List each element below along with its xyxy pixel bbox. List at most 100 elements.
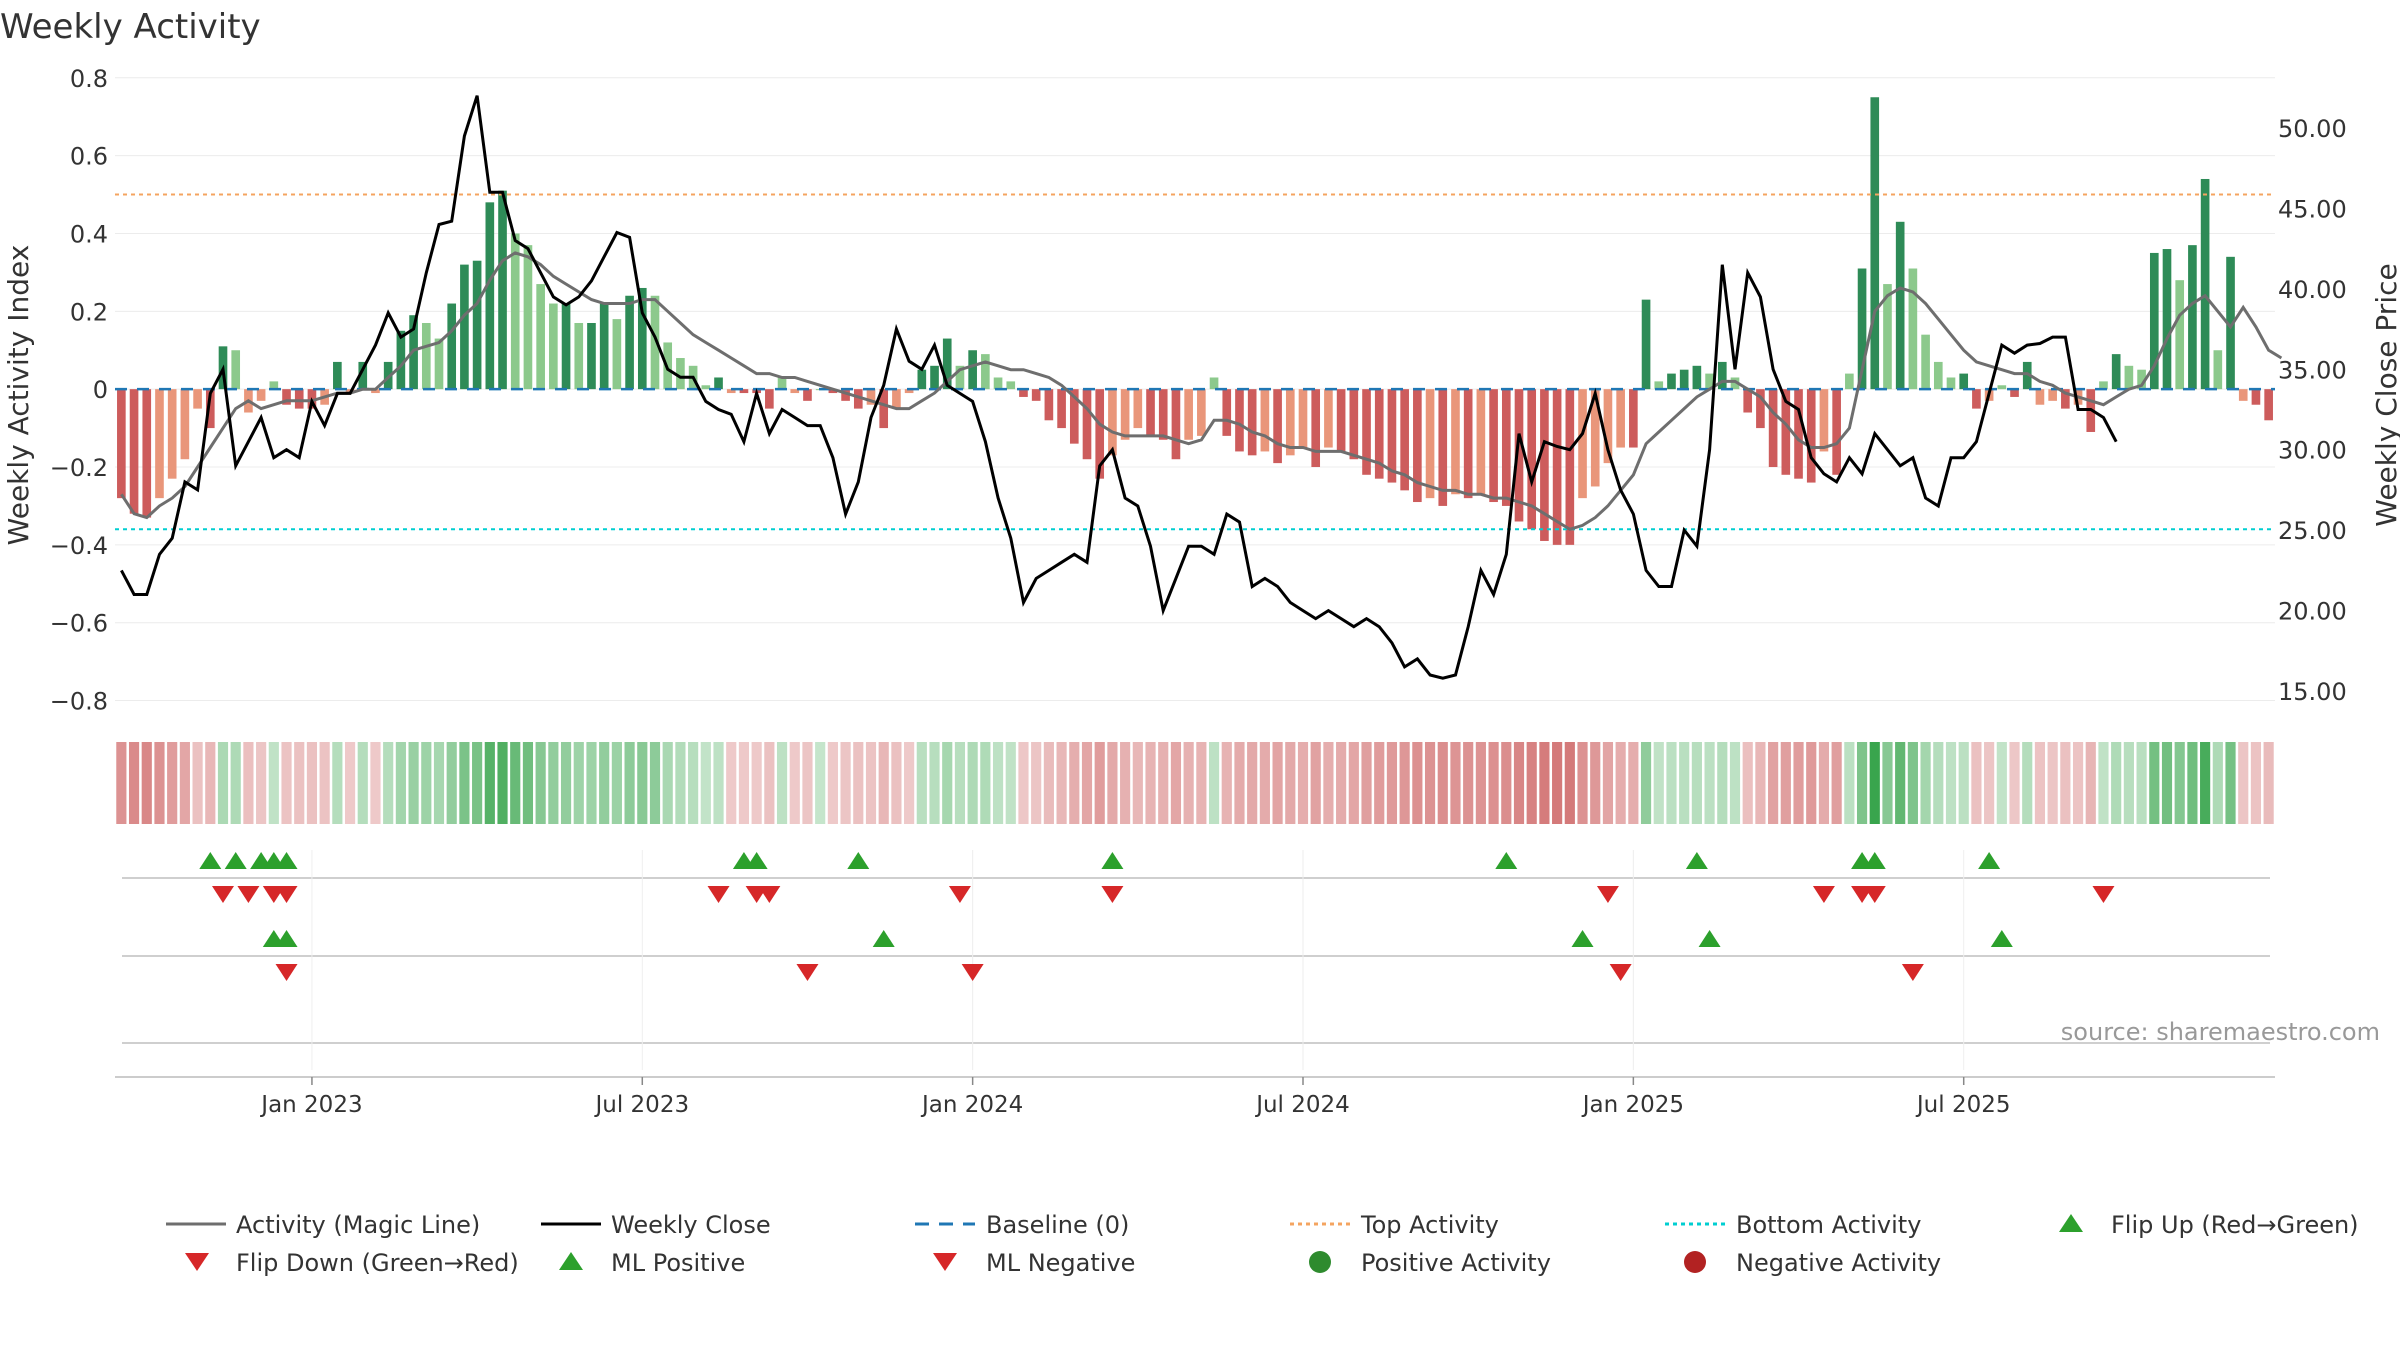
activity-bar (1756, 389, 1765, 429)
heat-cell (2136, 742, 2147, 824)
activity-bar (904, 389, 914, 394)
heat-cell (141, 742, 152, 824)
heat-cell (1526, 742, 1537, 824)
activity-bar (294, 389, 304, 409)
activity-bar (193, 389, 202, 409)
activity-bar (371, 389, 380, 394)
heat-cell (357, 742, 368, 824)
activity-bar (1895, 221, 1905, 390)
activity-bar (2099, 381, 2108, 390)
heat-cell (1005, 742, 1016, 824)
activity-bar (968, 350, 977, 390)
heat-cell (433, 742, 445, 824)
heat-cell (700, 742, 711, 824)
heat-cell (662, 742, 673, 824)
activity-bar (2022, 361, 2032, 390)
activity-bar (2061, 389, 2070, 409)
x-tick-label: Jan 2025 (1581, 1092, 1684, 1118)
y-tick-label: 0.6 (70, 143, 108, 171)
heat-cell (230, 742, 241, 824)
heat-cell (192, 742, 203, 824)
flip-down-marker (275, 886, 298, 903)
heat-cell (573, 742, 584, 824)
flip-up-marker (1101, 852, 1124, 869)
activity-bar (1768, 389, 1778, 468)
heat-cell (1628, 742, 1639, 824)
legend-positive-activity: Positive Activity (1361, 1249, 1551, 1277)
activity-bar (714, 377, 723, 390)
heat-cell (1907, 742, 1918, 824)
heat-cell (1120, 742, 1131, 824)
activity-bar (2226, 256, 2235, 390)
heat-cell (116, 742, 127, 824)
activity-bar (142, 389, 152, 518)
heat-cell (408, 742, 419, 824)
y2-tick-label: 30.00 (2278, 437, 2347, 465)
activity-bar (498, 190, 507, 390)
heat-cell (1183, 742, 1194, 824)
heat-cell (2123, 742, 2134, 824)
y-tick-label: −0.8 (50, 688, 108, 716)
activity-bar (637, 287, 647, 390)
activity-bar (2111, 354, 2121, 390)
activity-bar (676, 358, 685, 390)
heat-cell (942, 742, 953, 824)
activity-bar (434, 338, 444, 390)
activity-bar (1730, 377, 1740, 390)
heat-cell (344, 742, 356, 824)
source-note: source: sharemaestro.com (2061, 1018, 2380, 1046)
heat-cell (1780, 742, 1791, 824)
activity-bar (1603, 389, 1613, 464)
heat-cell (1882, 742, 1893, 824)
legend-ml-negative: ML Negative (986, 1249, 1135, 1277)
activity-bar (790, 389, 800, 394)
heat-cell (1768, 742, 1779, 824)
y-tick-label: 0 (93, 376, 108, 404)
heat-cell (1501, 742, 1512, 824)
heat-cell (611, 742, 622, 824)
activity-bar (1120, 389, 1130, 440)
heat-cell (1285, 742, 1296, 824)
activity-bar (421, 322, 431, 390)
heat-cell (1818, 742, 1830, 824)
heat-cell (395, 742, 406, 824)
heat-cell (1513, 742, 1525, 824)
heat-cell (2225, 742, 2236, 824)
heat-cell (827, 742, 838, 824)
heat-cell (1856, 742, 1868, 824)
heat-cell (1475, 742, 1486, 824)
heat-cell (522, 742, 534, 824)
heat-cell (1297, 742, 1309, 824)
heat-cell (1729, 742, 1741, 824)
heat-cell (967, 742, 978, 824)
heat-cell (1679, 742, 1690, 824)
activity-bar (2162, 249, 2172, 390)
activity-bar (549, 303, 558, 390)
activity-bar (1209, 377, 1219, 390)
activity-bar (1845, 373, 1854, 390)
activity-bar (2264, 389, 2273, 421)
y2-tick-label: 20.00 (2278, 598, 2347, 626)
activity-bar (1997, 385, 2007, 390)
heat-cell (1755, 742, 1766, 824)
activity-bar (841, 389, 850, 401)
heat-cell (2238, 742, 2249, 824)
activity-bar (1552, 389, 1562, 545)
heat-cell (1844, 742, 1855, 824)
legend-top-activity: Top Activity (1360, 1211, 1499, 1239)
flip-down-marker (212, 886, 234, 903)
activity-bar (2010, 389, 2019, 397)
reference-lines (115, 193, 2275, 531)
heat-cell (726, 742, 737, 824)
heat-cell (472, 742, 483, 824)
legend-flip-up: Flip Up (Red→Green) (2111, 1211, 2359, 1239)
activity-bar (650, 295, 660, 390)
activity-bar (1667, 373, 1676, 390)
heat-cell (1412, 742, 1423, 824)
heat-cell (1424, 742, 1436, 824)
heat-cell (624, 742, 635, 824)
heat-cell (1577, 742, 1588, 824)
heat-cell (2111, 742, 2122, 824)
ml-negative-marker (1609, 964, 1632, 981)
activity-bar (981, 354, 990, 390)
